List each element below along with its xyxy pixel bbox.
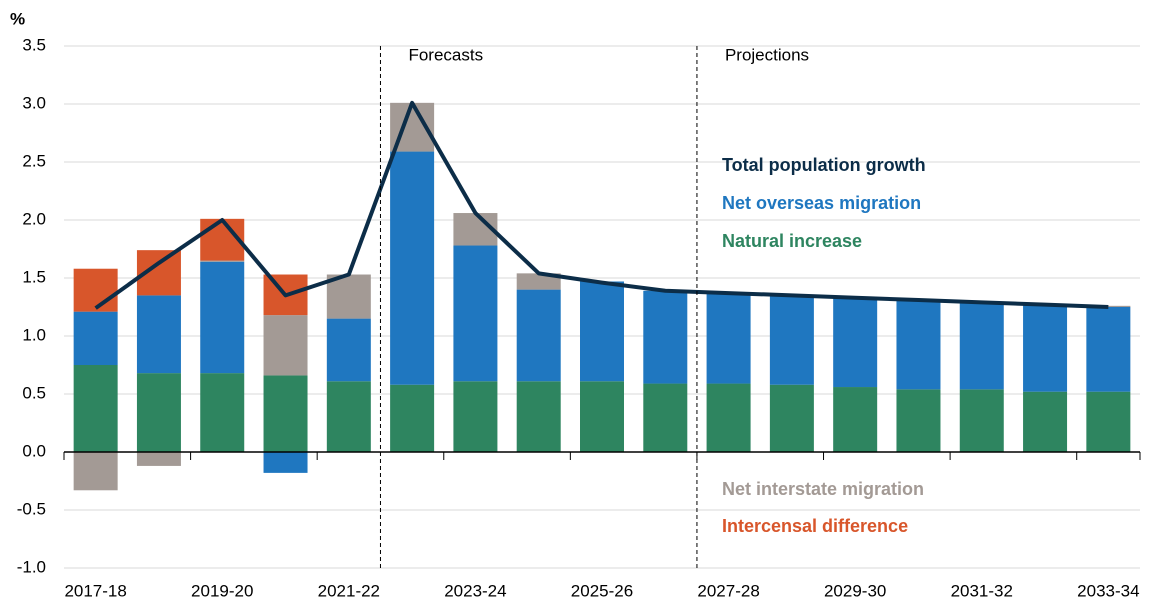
y-tick-label: 3.0 <box>22 93 46 112</box>
annotation: Forecasts <box>408 45 483 64</box>
x-tick-label: 2031-32 <box>951 581 1013 600</box>
bar <box>833 387 878 452</box>
bar <box>959 389 1004 452</box>
bar <box>643 383 688 452</box>
y-tick-label: 2.5 <box>22 151 46 170</box>
annotation: Projections <box>725 45 809 64</box>
y-tick-label: 0.5 <box>22 383 46 402</box>
bar <box>200 373 245 452</box>
bar <box>580 281 624 382</box>
bar <box>1086 391 1131 452</box>
bar <box>516 273 561 290</box>
x-tick-label: 2023-24 <box>444 581 506 600</box>
bar <box>263 315 308 376</box>
bar <box>1023 304 1068 392</box>
bar <box>73 311 118 365</box>
x-tick-label: 2019-20 <box>191 581 253 600</box>
bar <box>73 365 118 452</box>
bar <box>769 295 814 385</box>
bar <box>896 389 941 452</box>
line <box>94 100 1109 310</box>
bar <box>326 381 371 452</box>
y-tick-label: 0.0 <box>22 441 46 460</box>
bar <box>326 274 371 319</box>
x-tick-label: 2033-34 <box>1077 581 1139 600</box>
y-tick-label: 1.0 <box>22 325 46 344</box>
bar <box>453 245 498 382</box>
y-axis-label: % <box>10 9 25 28</box>
bar <box>200 261 245 374</box>
legend-label: Natural increase <box>722 231 862 251</box>
legend-label: Net overseas migration <box>722 193 921 213</box>
bar <box>959 302 1004 390</box>
x-tick-label: 2017-18 <box>64 581 126 600</box>
bar <box>1023 391 1068 452</box>
bar <box>706 293 751 384</box>
bar <box>263 452 308 473</box>
y-tick-label: 3.5 <box>22 35 46 54</box>
bar <box>200 260 245 262</box>
bar <box>769 384 814 452</box>
bar <box>326 318 371 382</box>
bar <box>1086 307 1131 392</box>
legend-label: Net interstate migration <box>722 479 924 499</box>
bar <box>580 381 624 452</box>
bar <box>516 289 561 382</box>
x-tick-label: 2021-22 <box>318 581 380 600</box>
x-tick-label: 2027-28 <box>697 581 759 600</box>
bar <box>136 373 181 452</box>
legend-label: Total population growth <box>722 155 926 175</box>
bar <box>136 295 181 374</box>
y-tick-label: 1.5 <box>22 267 46 286</box>
bar <box>706 383 751 452</box>
bar <box>643 290 688 384</box>
bar <box>73 268 118 312</box>
bar <box>896 300 941 390</box>
x-tick-label: 2029-30 <box>824 581 886 600</box>
x-tick-label: 2025-26 <box>571 581 633 600</box>
bar <box>263 375 308 452</box>
y-tick-label: -0.5 <box>17 499 46 518</box>
bar <box>390 384 435 452</box>
bar <box>833 297 878 388</box>
bar <box>136 452 181 466</box>
legend-label: Intercensal difference <box>722 516 908 536</box>
bar <box>390 151 435 385</box>
y-tick-label: 2.0 <box>22 209 46 228</box>
bar <box>73 452 118 491</box>
bar <box>453 381 498 452</box>
y-tick-label: -1.0 <box>17 557 46 576</box>
bar <box>516 381 561 452</box>
